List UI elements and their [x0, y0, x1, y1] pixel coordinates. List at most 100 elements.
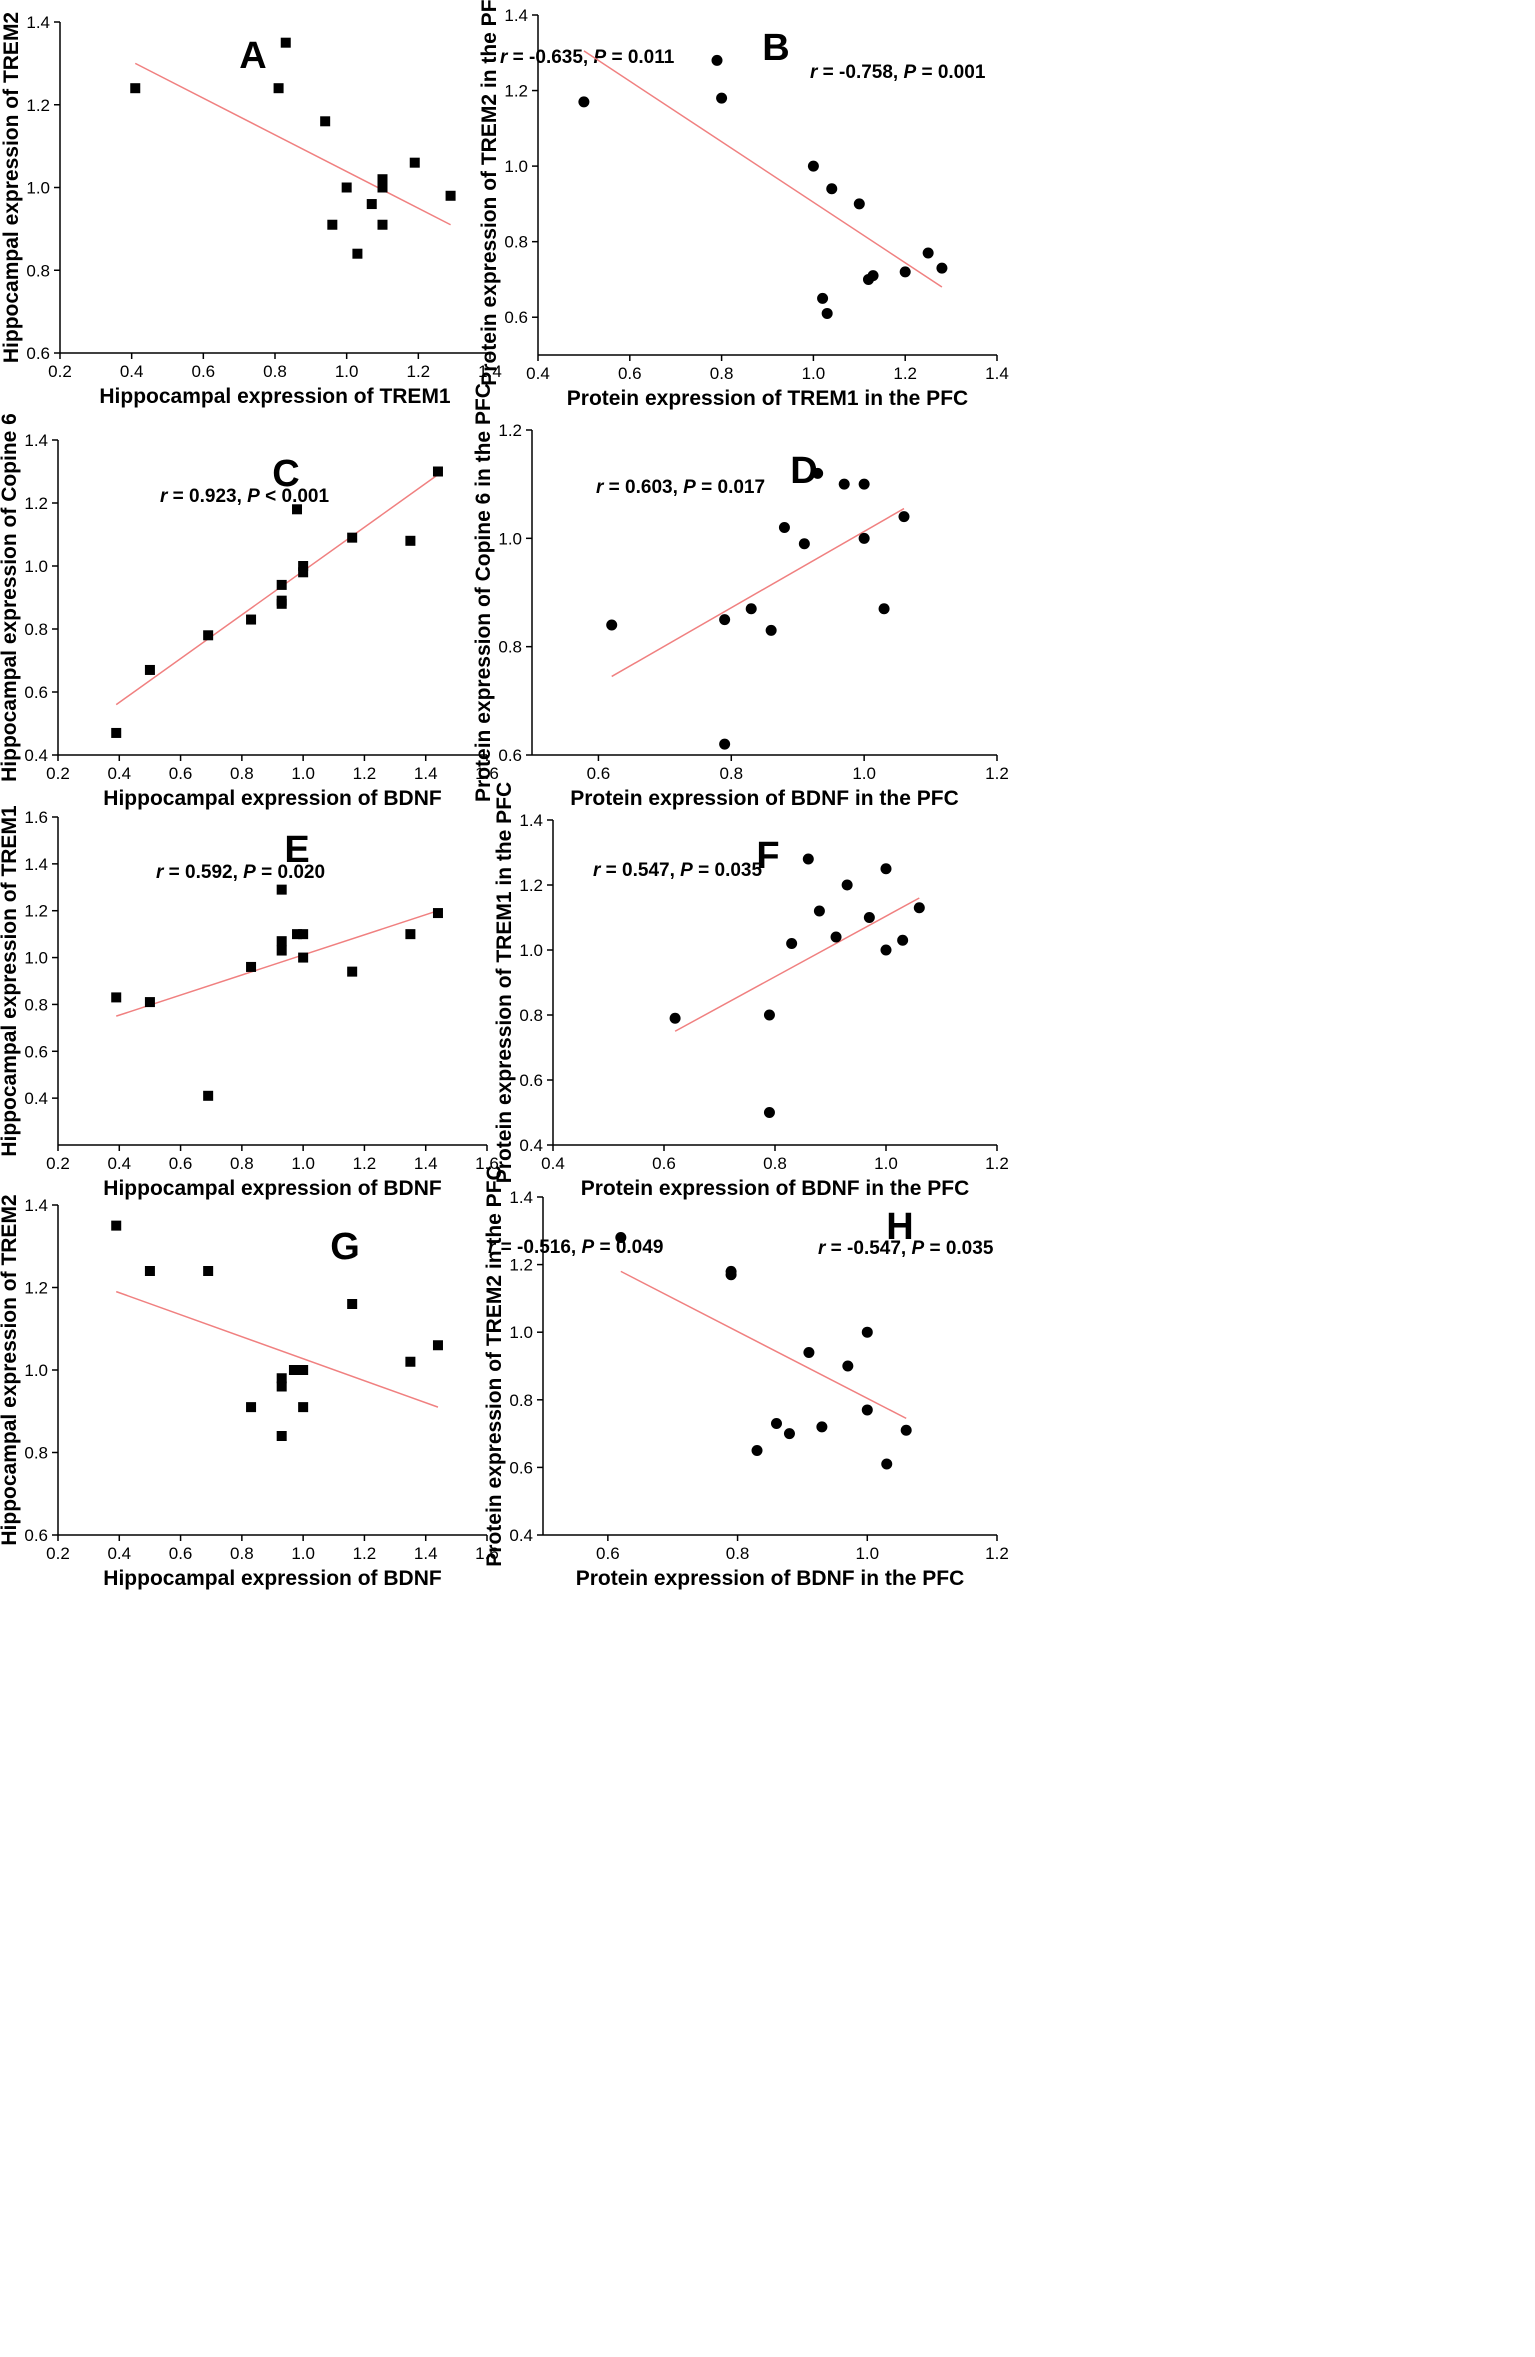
x-tick-label: 0.8 [230, 1154, 254, 1173]
y-tick-label: 0.8 [504, 233, 528, 252]
x-axis-label: Hippocampal expression of TREM1 [99, 385, 451, 408]
data-point [298, 929, 309, 940]
data-point [445, 190, 456, 201]
data-point [377, 174, 388, 185]
data-point [798, 538, 810, 550]
data-point [778, 522, 790, 533]
y-tick-label: 1.0 [24, 1361, 48, 1380]
data-point [802, 853, 814, 865]
data-point [203, 1090, 214, 1101]
data-point [898, 511, 910, 523]
data-point [298, 561, 309, 571]
x-tick-label: 0.2 [46, 764, 70, 783]
data-point [770, 1417, 782, 1429]
data-point [812, 467, 824, 479]
y-tick-label: 1.2 [504, 82, 528, 101]
x-axis-label: Hippocampal expression of BDNF [103, 787, 442, 810]
stat-annotation: r = 0.592, P = 0.020 [156, 862, 325, 883]
y-tick-label: 1.0 [26, 179, 50, 198]
data-point [863, 912, 875, 923]
y-tick-label: 0.8 [519, 1006, 543, 1025]
data-point [432, 908, 443, 919]
data-point [276, 598, 287, 609]
stat-annotation: r = -0.547, P = 0.035 [818, 1238, 994, 1259]
x-tick-label: 0.6 [169, 1154, 193, 1173]
x-tick-label: 1.2 [353, 1154, 377, 1173]
x-tick-label: 1.2 [893, 364, 917, 383]
data-point [377, 182, 388, 193]
data-point [203, 1266, 214, 1276]
y-tick-label: 0.6 [504, 308, 528, 327]
y-tick-label: 1.4 [519, 811, 543, 830]
panel-letter: H [886, 1206, 913, 1248]
y-tick-label: 1.2 [509, 1256, 533, 1275]
stat-annotation: r = -0.635, P = 0.011 [500, 47, 675, 68]
x-tick-label: 1.2 [407, 362, 431, 381]
data-point [716, 92, 728, 104]
data-point [936, 262, 948, 274]
y-tick-label: 0.6 [519, 1071, 543, 1090]
y-tick-label: 0.6 [498, 746, 522, 765]
data-point [861, 1404, 873, 1416]
data-point [826, 183, 838, 195]
panel-f: 0.4 0.6 0.8 1.0 1.20.40.60.81.01.21.4Protein… [493, 782, 1009, 1200]
data-point [377, 219, 388, 230]
data-point [347, 1299, 358, 1309]
x-tick-label: 0.6 [596, 1544, 620, 1563]
x-tick-label: 1.2 [985, 764, 1009, 783]
x-tick-label: 1.0 [291, 1154, 315, 1173]
x-tick-label: 0.6 [169, 1544, 193, 1563]
x-tick-label: 1.0 [291, 764, 315, 783]
data-point [144, 997, 155, 1008]
data-point [144, 1266, 155, 1276]
x-tick-label: 0.4 [107, 764, 131, 783]
y-tick-label: 0.6 [24, 683, 48, 702]
data-point [352, 248, 363, 259]
y-tick-label: 0.4 [24, 746, 48, 765]
data-point [763, 1107, 775, 1118]
y-tick-label: 1.2 [519, 876, 543, 895]
y-tick-label: 1.2 [24, 494, 48, 513]
data-point [858, 532, 870, 544]
data-point [669, 1012, 681, 1024]
x-tick-label: 1.0 [874, 1154, 898, 1173]
y-axis-label: Hippocampal expression of Copine 6 [0, 413, 21, 782]
data-point [288, 1365, 299, 1375]
y-axis-label: Hippocampal expression of TREM1 [0, 805, 21, 1157]
x-tick-label: 0.4 [541, 1154, 565, 1173]
y-tick-label: 1.4 [26, 13, 50, 32]
x-tick-label: 0.4 [120, 362, 144, 381]
x-tick-label: 0.6 [587, 764, 611, 783]
x-tick-label: 1.2 [985, 1154, 1009, 1173]
data-point [405, 929, 416, 940]
panel-b: 0.4 0.6 0.8 1.0 1.2 1.40.60.81.01.21.4Protein… [478, 0, 1009, 410]
x-tick-label: 1.0 [852, 764, 876, 783]
x-tick-label: 0.4 [107, 1154, 131, 1173]
data-point [347, 532, 358, 543]
stat-annotation: r = -0.758, P = 0.001 [810, 62, 986, 83]
y-axis-label: Protein expression of TREM2 in the PFC [483, 1165, 506, 1566]
y-tick-label: 1.0 [24, 557, 48, 576]
data-point [276, 1373, 287, 1384]
data-point [880, 863, 892, 875]
data-point [813, 905, 825, 917]
data-point [745, 603, 757, 615]
y-tick-label: 1.0 [498, 529, 522, 548]
data-point [273, 83, 284, 94]
data-point [144, 664, 155, 675]
data-point [880, 944, 892, 956]
y-tick-label: 0.8 [24, 620, 48, 639]
x-tick-label: 1.0 [855, 1544, 879, 1563]
data-point [432, 1340, 443, 1351]
data-point [853, 198, 865, 210]
data-point [276, 945, 287, 956]
x-tick-label: 0.6 [192, 362, 216, 381]
data-point [803, 1346, 815, 1358]
y-axis-label: Protein expression of Copine 6 in the PF… [472, 383, 495, 802]
data-point [900, 1424, 912, 1436]
panel-letter: C [272, 453, 299, 495]
fit-line [583, 50, 943, 288]
fit-line [611, 507, 905, 678]
y-tick-label: 0.4 [509, 1526, 533, 1545]
